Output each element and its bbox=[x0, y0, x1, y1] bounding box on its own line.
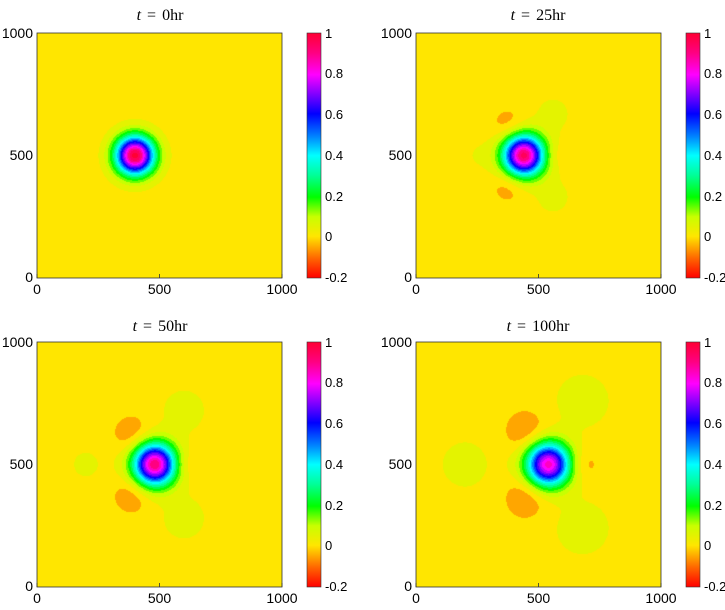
x-tick-marks bbox=[36, 583, 283, 587]
colorbar-tick: 0.6 bbox=[704, 416, 722, 431]
title-value: 100hr bbox=[532, 318, 570, 335]
colorbar-tick: 0.4 bbox=[325, 457, 343, 472]
heatmap-image bbox=[37, 33, 282, 278]
colorbar-tick: -0.2 bbox=[704, 579, 725, 594]
y-tick-label: 0 bbox=[25, 578, 33, 594]
colorbar-tick: -0.2 bbox=[325, 270, 347, 285]
y-tick-label: 0 bbox=[404, 269, 412, 285]
x-tick-label: 1000 bbox=[266, 281, 297, 297]
panel-1: t = 0hr 0 500 1000 0 500 1000 -0.2 0 0.2 0… bbox=[2, 7, 348, 297]
x-tick-label: 500 bbox=[148, 590, 172, 606]
title-var: t bbox=[137, 7, 142, 24]
colorbar-tick: 1 bbox=[325, 26, 332, 41]
colorbar-tick: 0.6 bbox=[325, 416, 343, 431]
colorbar-tick: 0 bbox=[704, 538, 711, 553]
panel-title: t = 0hr bbox=[137, 7, 184, 24]
y-tick-label: 500 bbox=[389, 147, 413, 163]
y-tick-label: 1000 bbox=[2, 334, 33, 350]
heatmap-image bbox=[416, 33, 661, 278]
y-tick-label: 1000 bbox=[381, 25, 412, 41]
x-tick-label: 500 bbox=[527, 281, 551, 297]
colorbar-tick: 1 bbox=[704, 26, 711, 41]
colorbar-bar bbox=[685, 32, 701, 279]
title-value: 0hr bbox=[162, 7, 184, 24]
colorbar-tick: 0.2 bbox=[704, 498, 722, 513]
colorbar-tick: 0 bbox=[704, 229, 711, 244]
x-tick-label: 1000 bbox=[266, 590, 297, 606]
colorbar-tick: 0.8 bbox=[704, 375, 722, 390]
colorbar-bar bbox=[685, 341, 701, 588]
title-op: = bbox=[147, 7, 156, 24]
colorbar-tick: 1 bbox=[704, 335, 711, 350]
y-tick-label: 1000 bbox=[381, 334, 412, 350]
colorbar: -0.2 0 0.2 0.4 0.6 0.8 1 bbox=[685, 335, 725, 594]
colorbar: -0.2 0 0.2 0.4 0.6 0.8 1 bbox=[306, 26, 347, 285]
x-tick-label: 1000 bbox=[645, 281, 676, 297]
colorbar-tick: 0.8 bbox=[325, 66, 343, 81]
x-tick-label: 0 bbox=[412, 281, 420, 297]
colorbar-tick: 0 bbox=[325, 538, 332, 553]
panel-4: t = 100hr 0 500 1000 0 500 1000 -0.2 0 0.2… bbox=[381, 318, 725, 606]
x-tick-marks bbox=[415, 274, 662, 278]
colorbar-tick: 1 bbox=[325, 335, 332, 350]
colorbar: -0.2 0 0.2 0.4 0.6 0.8 1 bbox=[306, 335, 347, 594]
x-tick-label: 0 bbox=[33, 590, 41, 606]
y-tick-label: 0 bbox=[404, 578, 412, 594]
x-tick-label: 500 bbox=[148, 281, 172, 297]
y-tick-label: 1000 bbox=[2, 25, 33, 41]
x-tick-label: 500 bbox=[527, 590, 551, 606]
y-tick-label: 0 bbox=[25, 269, 33, 285]
colorbar-tick: -0.2 bbox=[325, 579, 347, 594]
title-var: t bbox=[507, 318, 512, 335]
title-value: 25hr bbox=[536, 7, 566, 24]
y-tick-label: 500 bbox=[10, 147, 34, 163]
title-op: = bbox=[143, 318, 152, 335]
title-var: t bbox=[133, 318, 138, 335]
colorbar: -0.2 0 0.2 0.4 0.6 0.8 1 bbox=[685, 26, 725, 285]
heatmap-image bbox=[416, 342, 661, 587]
colorbar-tick: 0.6 bbox=[704, 107, 722, 122]
colorbar-tick: 0.8 bbox=[704, 66, 722, 81]
colorbar-tick: 0.2 bbox=[325, 498, 343, 513]
colorbar-tick: 0.6 bbox=[325, 107, 343, 122]
title-op: = bbox=[517, 318, 526, 335]
colorbar-tick: 0.4 bbox=[704, 457, 722, 472]
colorbar-bar bbox=[306, 32, 322, 279]
panel-3: t = 50hr 0 500 1000 0 500 1000 -0.2 0 0.2 … bbox=[2, 318, 348, 606]
colorbar-tick: 0.2 bbox=[325, 189, 343, 204]
x-tick-label: 1000 bbox=[645, 590, 676, 606]
colorbar-tick: 0.4 bbox=[325, 148, 343, 163]
panel-2: t = 25hr 0 500 1000 0 500 1000 -0.2 0 0.2 … bbox=[381, 7, 725, 297]
panel-title: t = 25hr bbox=[511, 7, 566, 24]
title-value: 50hr bbox=[158, 318, 188, 335]
colorbar-bar bbox=[306, 341, 322, 588]
x-tick-label: 0 bbox=[33, 281, 41, 297]
title-var: t bbox=[511, 7, 516, 24]
colorbar-tick: 0.2 bbox=[704, 189, 722, 204]
x-tick-label: 0 bbox=[412, 590, 420, 606]
colorbar-tick: 0 bbox=[325, 229, 332, 244]
panel-title: t = 100hr bbox=[507, 318, 570, 335]
y-tick-label: 500 bbox=[389, 456, 413, 472]
title-op: = bbox=[521, 7, 530, 24]
panel-title: t = 50hr bbox=[133, 318, 188, 335]
x-tick-marks bbox=[36, 274, 283, 278]
colorbar-tick: 0.8 bbox=[325, 375, 343, 390]
colorbar-tick: -0.2 bbox=[704, 270, 725, 285]
colorbar-tick: 0.4 bbox=[704, 148, 722, 163]
heatmap-image bbox=[37, 342, 282, 587]
x-tick-marks bbox=[415, 583, 662, 587]
y-tick-label: 500 bbox=[10, 456, 34, 472]
